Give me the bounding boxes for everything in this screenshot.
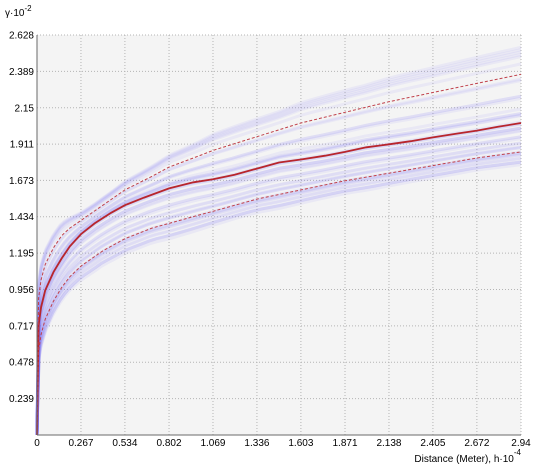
realization-line	[35, 112, 522, 436]
y-tick-label: 0.717	[9, 321, 34, 332]
y-axis-label-base: γ·10	[5, 8, 25, 19]
realization-line	[35, 50, 522, 436]
realization-line	[35, 107, 522, 436]
plot-area	[37, 35, 521, 435]
realization-line	[35, 151, 522, 436]
realization-line	[35, 160, 522, 436]
series-layer	[36, 73, 522, 436]
y-tick-label: 2.389	[9, 67, 34, 78]
y-tick-label: 1.911	[10, 140, 35, 151]
realization-line	[35, 126, 522, 436]
lower-envelope-line	[36, 151, 522, 436]
y-tick-label: 0.478	[9, 358, 34, 369]
realization-line	[35, 94, 522, 436]
realization-line	[35, 79, 522, 436]
x-tick-label: 1.336	[244, 438, 269, 449]
realization-line	[35, 113, 522, 436]
y-tick-label: 1.434	[9, 212, 34, 223]
realization-line	[35, 48, 522, 436]
x-tick-label: 1.603	[288, 438, 313, 449]
realization-line	[35, 163, 522, 436]
realization-line	[35, 141, 522, 436]
realization-line	[35, 156, 522, 436]
y-tick-label: 1.195	[9, 249, 34, 260]
x-tick-label: 0	[34, 438, 40, 449]
realization-line	[35, 55, 522, 436]
y-tick-label: 2.15	[15, 103, 35, 114]
x-tick-label: 0.267	[68, 438, 93, 449]
y-tick-label: 1.673	[9, 176, 34, 187]
realization-line	[35, 146, 522, 436]
realization-line	[35, 126, 522, 436]
realization-line	[35, 112, 522, 436]
upper-envelope-line	[36, 73, 522, 436]
realization-line	[35, 160, 522, 436]
realization-line	[35, 94, 522, 436]
x-tick-label: 1.069	[200, 438, 225, 449]
realization-line	[35, 145, 522, 436]
x-tick-label: 2.94	[511, 438, 531, 449]
realization-line	[35, 77, 522, 436]
realization-line	[35, 62, 522, 436]
mean-variogram-line	[36, 122, 522, 436]
y-tick-label: 2.628	[9, 31, 34, 42]
realization-line	[35, 135, 522, 436]
realization-line	[35, 146, 522, 436]
y-axis-label-exponent: -2	[24, 4, 32, 13]
y-tick-label: 0.239	[9, 394, 34, 405]
x-axis-label-base: Distance (Meter), h·10	[414, 454, 514, 464]
realization-line	[35, 96, 522, 436]
y-axis-label: γ·10-2	[5, 4, 32, 19]
realization-line	[35, 45, 522, 436]
realization-line	[35, 114, 522, 436]
realization-line	[35, 129, 522, 436]
realization-line	[35, 141, 522, 436]
realization-line	[35, 157, 522, 436]
x-axis-label-exponent: -4	[514, 448, 522, 457]
x-tick-label: 0.802	[157, 438, 182, 449]
realization-line	[35, 152, 522, 436]
realization-line	[35, 153, 522, 436]
tick-labels: 0 0.267 0.534 0.802 1.069 1.336 1.603 1.871 2.13…	[9, 31, 531, 450]
y-tick-label: 0.956	[9, 285, 34, 296]
realization-line	[35, 137, 522, 436]
x-tick-label: 0.534	[112, 438, 137, 449]
x-tick-label: 2.138	[376, 438, 401, 449]
realization-line	[35, 128, 522, 436]
realization-line	[35, 53, 522, 436]
realization-line	[35, 153, 522, 436]
realization-line	[35, 135, 522, 436]
x-tick-label: 2.672	[464, 438, 489, 449]
x-axis-label: Distance (Meter), h·10-4	[414, 448, 521, 464]
realization-line	[35, 160, 522, 436]
realization-line	[35, 126, 522, 436]
x-tick-label: 1.871	[332, 438, 357, 449]
grid-layer	[37, 34, 522, 435]
x-tick-label: 2.405	[420, 438, 445, 449]
